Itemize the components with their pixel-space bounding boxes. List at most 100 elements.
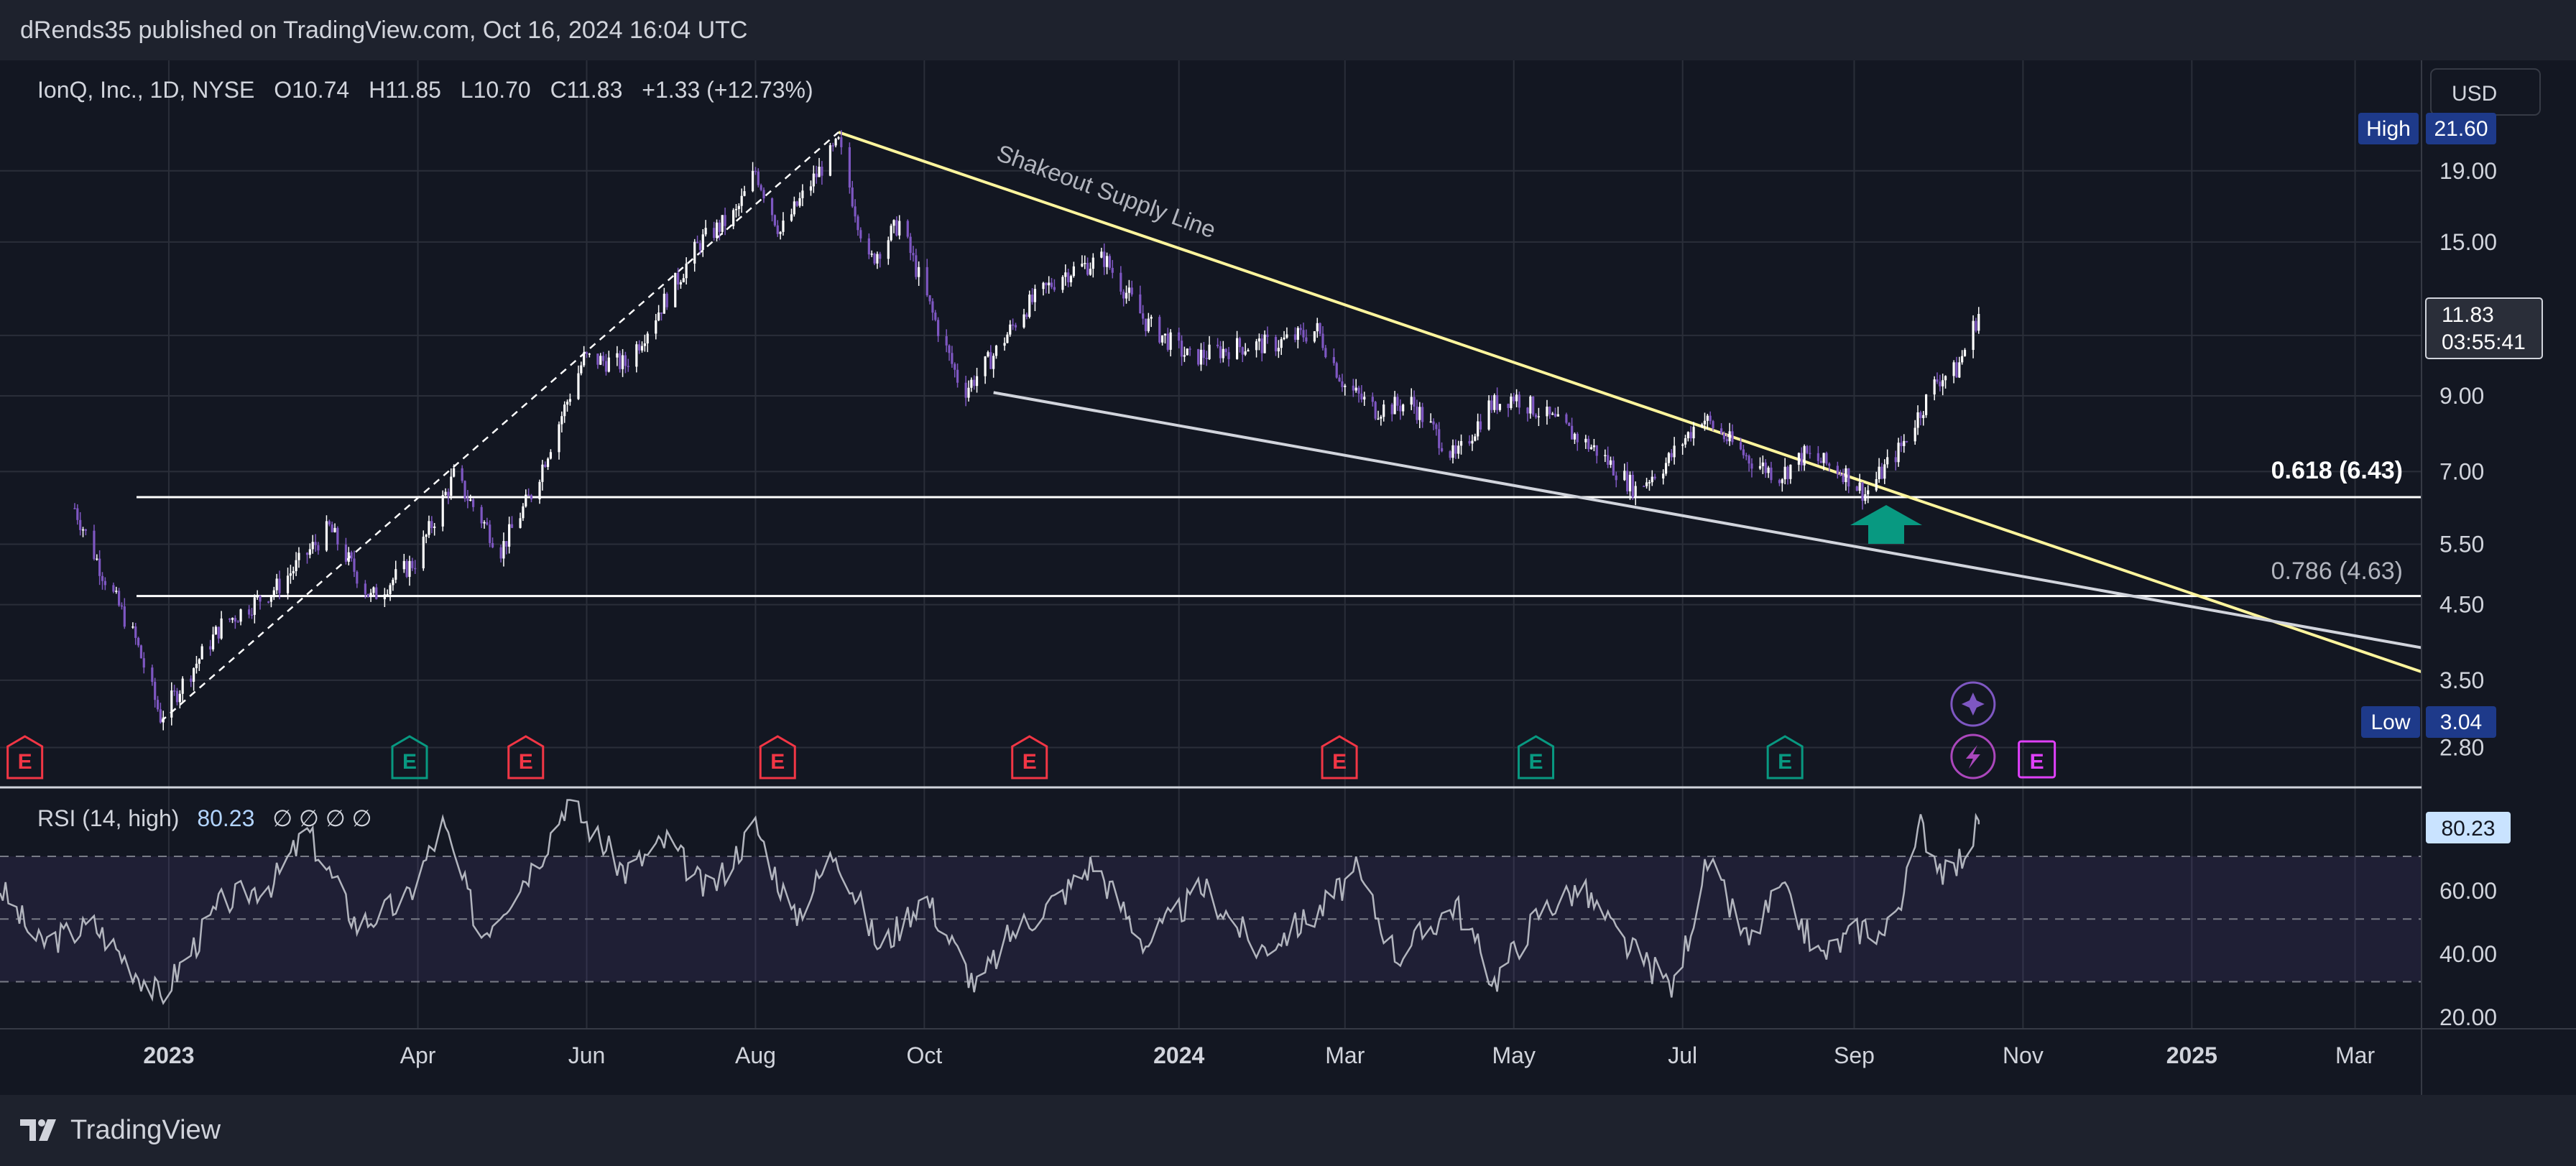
rsi-legend-value: 80.23 <box>197 805 254 831</box>
candle-body <box>297 552 300 560</box>
candle-body <box>491 542 494 547</box>
candle-body <box>1548 407 1551 415</box>
candle-body <box>698 243 702 250</box>
candle-body <box>1296 328 1299 340</box>
candle-body <box>220 618 223 639</box>
candle-body <box>444 491 447 496</box>
candle-body <box>269 595 273 602</box>
candle-body <box>1537 416 1540 417</box>
candle-body <box>236 621 239 623</box>
candle-body <box>956 369 959 383</box>
axes: 2023 Apr Jun Aug Oct 2024 Mar May Jul Sep Nov 2025 M… <box>0 60 2576 1095</box>
candle-body <box>1897 443 1900 463</box>
candle-body <box>563 404 566 417</box>
candle-body <box>679 282 683 284</box>
candle-body <box>1053 287 1056 290</box>
candle-body <box>1202 349 1205 358</box>
candle-body <box>447 491 450 496</box>
candle-body <box>389 585 392 595</box>
candle-body <box>1886 457 1889 465</box>
candle-body <box>1072 266 1075 277</box>
candle-body <box>1551 413 1554 415</box>
candle-body <box>1855 486 1858 491</box>
candle-body <box>1643 486 1645 487</box>
candle-body <box>1227 352 1230 359</box>
candle-body <box>1352 385 1354 391</box>
legend-close: C11.83 <box>550 77 623 103</box>
candle-body <box>1111 267 1114 273</box>
candle-body <box>1416 406 1418 420</box>
legend-high: H11.85 <box>369 77 441 103</box>
rsi-value-tag <box>2426 812 2511 843</box>
candle-body <box>1781 479 1783 483</box>
candle-body <box>1919 412 1922 418</box>
candle-body <box>624 355 627 366</box>
candle-body <box>1742 449 1745 455</box>
candle-body <box>909 236 912 254</box>
candle-body <box>1178 332 1181 341</box>
candle-body <box>1158 317 1161 343</box>
candle-body <box>250 614 254 616</box>
candle-body <box>441 495 444 527</box>
rsi-tick-60: 60.00 <box>2439 878 2497 904</box>
candle-body <box>522 506 525 519</box>
lightning-icon <box>1950 734 1996 779</box>
candle-body <box>193 668 195 682</box>
candle-body <box>214 626 218 635</box>
candle-body <box>1457 445 1460 454</box>
currency-label: USD <box>2452 82 2497 106</box>
candle-body <box>580 365 583 374</box>
candle-body <box>945 336 948 346</box>
candle-body <box>685 263 688 279</box>
candle-body <box>1471 440 1474 444</box>
candle-body <box>1247 350 1250 352</box>
candle-body <box>596 353 599 365</box>
candle-body <box>1842 474 1845 483</box>
candle-body <box>483 522 486 524</box>
candle-body <box>1631 474 1634 498</box>
candle-body <box>1518 394 1521 408</box>
sparkle-glyph <box>1961 693 1985 716</box>
candle-body <box>1839 473 1842 476</box>
legend-open: O10.74 <box>274 77 349 103</box>
candle-body <box>1150 317 1153 319</box>
candle-body <box>558 424 560 453</box>
x-tick-label: 2025 <box>2166 1042 2217 1068</box>
candle-body <box>115 591 118 592</box>
tradingview-logo[interactable]: TradingView <box>20 1115 221 1146</box>
candle-body <box>1313 331 1316 342</box>
candle-body <box>857 216 859 231</box>
candle-body <box>489 524 491 543</box>
candle-body <box>616 353 619 358</box>
candle-body <box>1091 257 1094 269</box>
candle-body <box>1778 480 1781 483</box>
candle-body <box>433 526 436 529</box>
chart-area[interactable]: E E E E E E E E E 2023 Apr Jun Aug Oct 2024 Mar May Jul S… <box>0 60 2576 1095</box>
grid <box>0 60 2422 1029</box>
candle-body <box>549 452 553 459</box>
candle-body <box>693 241 696 264</box>
candle-body <box>851 188 854 207</box>
candle-body <box>1944 376 1947 381</box>
candle-body <box>253 597 256 615</box>
candle-body <box>411 560 414 568</box>
candle-body <box>655 320 657 334</box>
candle-body <box>198 659 200 664</box>
candle-body <box>217 626 220 639</box>
candle-body <box>505 541 508 547</box>
low-tag-label: Low <box>2370 711 2410 734</box>
candle-body <box>1421 407 1424 422</box>
candle-body <box>372 587 375 593</box>
candle-body <box>170 690 173 718</box>
candle-body <box>715 222 719 239</box>
candle-body <box>1800 453 1803 466</box>
candle-body <box>1587 438 1590 450</box>
price-chart[interactable]: E E E E E E E E E 2023 Apr Jun Aug Oct 2024 Mar May Jul S… <box>0 60 2576 1095</box>
candle-body <box>734 208 738 210</box>
candle-body <box>1324 348 1327 358</box>
x-tick-label: Mar <box>2335 1042 2375 1068</box>
candle-body <box>502 541 505 559</box>
candle-body <box>181 678 184 694</box>
candle-body <box>1418 407 1421 420</box>
earnings-marker <box>1518 735 1555 779</box>
